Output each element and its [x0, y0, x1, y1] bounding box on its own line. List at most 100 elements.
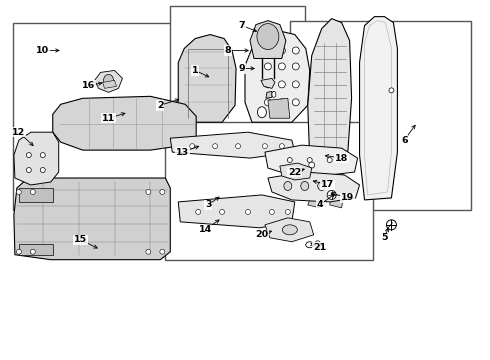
Text: 9: 9	[239, 64, 245, 73]
Bar	[165, 122, 372, 260]
Ellipse shape	[278, 99, 285, 106]
Polygon shape	[250, 21, 286, 58]
Text: 22: 22	[288, 167, 301, 176]
Text: 13: 13	[176, 148, 189, 157]
Text: 21: 21	[313, 243, 326, 252]
Ellipse shape	[309, 162, 315, 168]
Polygon shape	[308, 19, 352, 195]
Ellipse shape	[284, 181, 292, 190]
Ellipse shape	[315, 241, 321, 249]
Ellipse shape	[301, 181, 309, 190]
Text: 11: 11	[102, 114, 115, 123]
Ellipse shape	[30, 189, 35, 194]
Polygon shape	[280, 163, 312, 180]
Ellipse shape	[293, 81, 299, 88]
Text: 8: 8	[225, 46, 231, 55]
Text: 20: 20	[255, 230, 269, 239]
Ellipse shape	[282, 225, 297, 235]
Text: 12: 12	[12, 128, 25, 137]
Ellipse shape	[190, 144, 195, 149]
Ellipse shape	[293, 63, 299, 70]
Ellipse shape	[265, 81, 271, 88]
Text: 6: 6	[401, 136, 408, 145]
Ellipse shape	[287, 158, 293, 163]
Ellipse shape	[387, 220, 396, 230]
Ellipse shape	[285, 210, 290, 214]
Polygon shape	[360, 17, 397, 200]
Ellipse shape	[307, 158, 312, 163]
Polygon shape	[178, 195, 295, 228]
Ellipse shape	[257, 24, 279, 50]
Polygon shape	[265, 145, 358, 175]
Ellipse shape	[295, 168, 301, 176]
Ellipse shape	[146, 189, 151, 194]
Polygon shape	[266, 91, 272, 98]
Polygon shape	[95, 71, 122, 92]
Ellipse shape	[26, 153, 31, 158]
Ellipse shape	[389, 88, 394, 93]
Ellipse shape	[265, 99, 271, 106]
Polygon shape	[261, 78, 275, 88]
Text: 16: 16	[82, 81, 95, 90]
Ellipse shape	[327, 158, 332, 163]
Ellipse shape	[306, 242, 314, 248]
Polygon shape	[265, 218, 314, 242]
Ellipse shape	[327, 190, 336, 199]
Polygon shape	[102, 80, 117, 88]
Ellipse shape	[278, 63, 285, 70]
Ellipse shape	[236, 144, 241, 149]
Text: 18: 18	[335, 154, 348, 163]
Ellipse shape	[40, 153, 45, 158]
Ellipse shape	[213, 144, 218, 149]
Ellipse shape	[293, 99, 299, 106]
Ellipse shape	[318, 181, 326, 190]
Ellipse shape	[30, 249, 35, 254]
Ellipse shape	[265, 63, 271, 70]
Polygon shape	[19, 188, 53, 202]
Polygon shape	[268, 172, 360, 202]
Text: 15: 15	[74, 235, 87, 244]
Text: 19: 19	[341, 193, 354, 202]
Text: 7: 7	[239, 21, 245, 30]
Text: 1: 1	[192, 66, 198, 75]
Ellipse shape	[40, 167, 45, 172]
Ellipse shape	[263, 144, 268, 149]
Ellipse shape	[220, 210, 224, 214]
Text: 3: 3	[205, 201, 211, 210]
Polygon shape	[178, 35, 236, 122]
Ellipse shape	[278, 81, 285, 88]
Bar	[171, 6, 305, 125]
Ellipse shape	[160, 189, 165, 194]
Polygon shape	[53, 96, 196, 150]
Polygon shape	[268, 98, 290, 118]
Ellipse shape	[279, 144, 284, 149]
Ellipse shape	[103, 75, 114, 86]
Ellipse shape	[272, 91, 276, 97]
Bar	[290, 21, 471, 210]
Text: 4: 4	[317, 201, 323, 210]
Polygon shape	[330, 195, 343, 208]
Ellipse shape	[26, 167, 31, 172]
Polygon shape	[245, 31, 310, 122]
Ellipse shape	[293, 47, 299, 54]
Text: 14: 14	[198, 225, 212, 234]
Ellipse shape	[278, 47, 285, 54]
Text: 2: 2	[157, 101, 164, 110]
Ellipse shape	[16, 189, 22, 194]
Polygon shape	[308, 195, 324, 208]
Ellipse shape	[257, 107, 267, 118]
Ellipse shape	[265, 47, 271, 54]
Ellipse shape	[160, 249, 165, 254]
Polygon shape	[14, 132, 59, 185]
Ellipse shape	[270, 210, 274, 214]
Text: 10: 10	[36, 46, 49, 55]
Bar	[13, 23, 222, 210]
Ellipse shape	[146, 249, 151, 254]
Ellipse shape	[16, 249, 22, 254]
Polygon shape	[19, 244, 53, 255]
Polygon shape	[171, 132, 295, 158]
Text: 5: 5	[381, 233, 388, 242]
Polygon shape	[14, 178, 171, 260]
Text: 17: 17	[321, 180, 334, 189]
Ellipse shape	[245, 210, 250, 214]
